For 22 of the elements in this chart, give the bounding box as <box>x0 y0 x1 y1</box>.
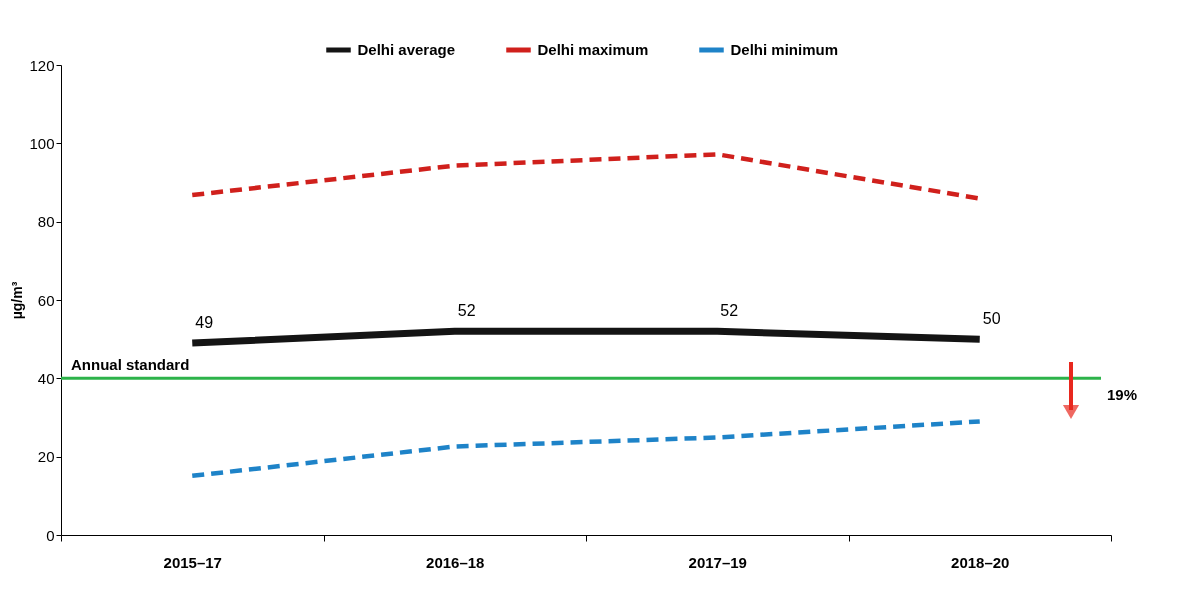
x-tick-label: 2018–20 <box>951 553 1010 571</box>
y-tick-label: 40 <box>37 369 55 387</box>
y-tick-label: 80 <box>37 213 55 231</box>
x-tick-label: 2015–17 <box>163 553 222 571</box>
line-series <box>190 419 982 479</box>
legend-label: Delhi minimum <box>730 41 839 58</box>
ref-line-label: Annual standard <box>71 356 190 374</box>
y-tick-label: 100 <box>29 134 55 152</box>
y-axis-title: µg/m³ <box>9 281 26 320</box>
y-tick-label: 20 <box>37 448 55 466</box>
x-tick-label: 2016–18 <box>426 553 485 571</box>
data-label: 50 <box>982 310 1001 328</box>
y-tick-label: 0 <box>46 526 55 544</box>
data-label: 49 <box>195 314 214 332</box>
data-label: 52 <box>720 302 739 320</box>
text: 19% <box>1107 386 1138 403</box>
legend-label: Delhi maximum <box>537 41 649 58</box>
legend-label: Delhi average <box>357 41 456 58</box>
x-tick-label: 2017–19 <box>688 553 747 571</box>
y-tick-label: 60 <box>37 291 55 309</box>
y-tick-label: 120 <box>29 56 55 74</box>
data-label: 52 <box>457 302 476 320</box>
